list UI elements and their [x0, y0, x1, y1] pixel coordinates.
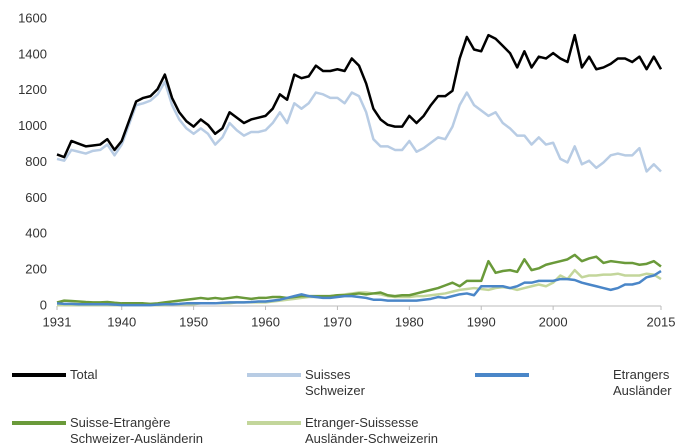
legend-entry: Suisses Schweizer	[247, 367, 365, 399]
series-line	[56, 253, 662, 306]
y-tick-label: 800	[25, 154, 47, 169]
series-line	[57, 268, 662, 307]
series-line	[56, 33, 663, 159]
legend-swatch	[247, 373, 301, 377]
y-tick-label: 600	[25, 190, 47, 205]
x-tick-label: 1990	[467, 314, 496, 329]
legend-swatch	[12, 373, 66, 377]
legend-entry: Etrangers Ausländer	[475, 367, 672, 399]
legend-entry: Suisse-Etrangère Schweizer-Ausländerin	[12, 415, 203, 443]
legend-label: Suisse-Etrangère Schweizer-Ausländerin	[70, 415, 203, 443]
x-tick-label: 2015	[647, 314, 676, 329]
x-tick-label: 1980	[395, 314, 424, 329]
legend-label: Etranger-Suissesse Ausländer-Schweizerin	[305, 415, 438, 443]
x-tick-label: 1931	[43, 314, 72, 329]
y-tick-label: 1400	[18, 46, 47, 61]
y-tick-label: 0	[40, 297, 47, 312]
legend-swatch	[247, 421, 301, 425]
chart: 0 200 400 600 800 1000 1200 1400 1600 1931 1940 195…	[18, 10, 676, 329]
y-tick-label: 200	[25, 262, 47, 277]
series-line	[56, 80, 662, 173]
legend-label: Suisses Schweizer	[305, 367, 365, 398]
x-tick-label: 1970	[323, 314, 352, 329]
legend-label: Etrangers Ausländer	[613, 367, 672, 398]
legend-swatch	[12, 421, 66, 425]
legend-swatch	[475, 373, 529, 377]
x-tick-label: 1950	[179, 314, 208, 329]
x-tick-label: 2000	[539, 314, 568, 329]
legend-entry: Total	[12, 367, 97, 383]
y-tick-label: 1200	[18, 82, 47, 97]
legend-entry: Etranger-Suissesse Ausländer-Schweizerin	[247, 415, 438, 443]
x-tick-label: 1940	[107, 314, 136, 329]
series-line	[56, 269, 662, 307]
y-tick-label: 1600	[18, 10, 47, 25]
legend-label: Total	[70, 367, 98, 382]
y-tick-label: 400	[25, 226, 47, 241]
y-tick-label: 1000	[18, 118, 47, 133]
x-tick-label: 1960	[251, 314, 280, 329]
